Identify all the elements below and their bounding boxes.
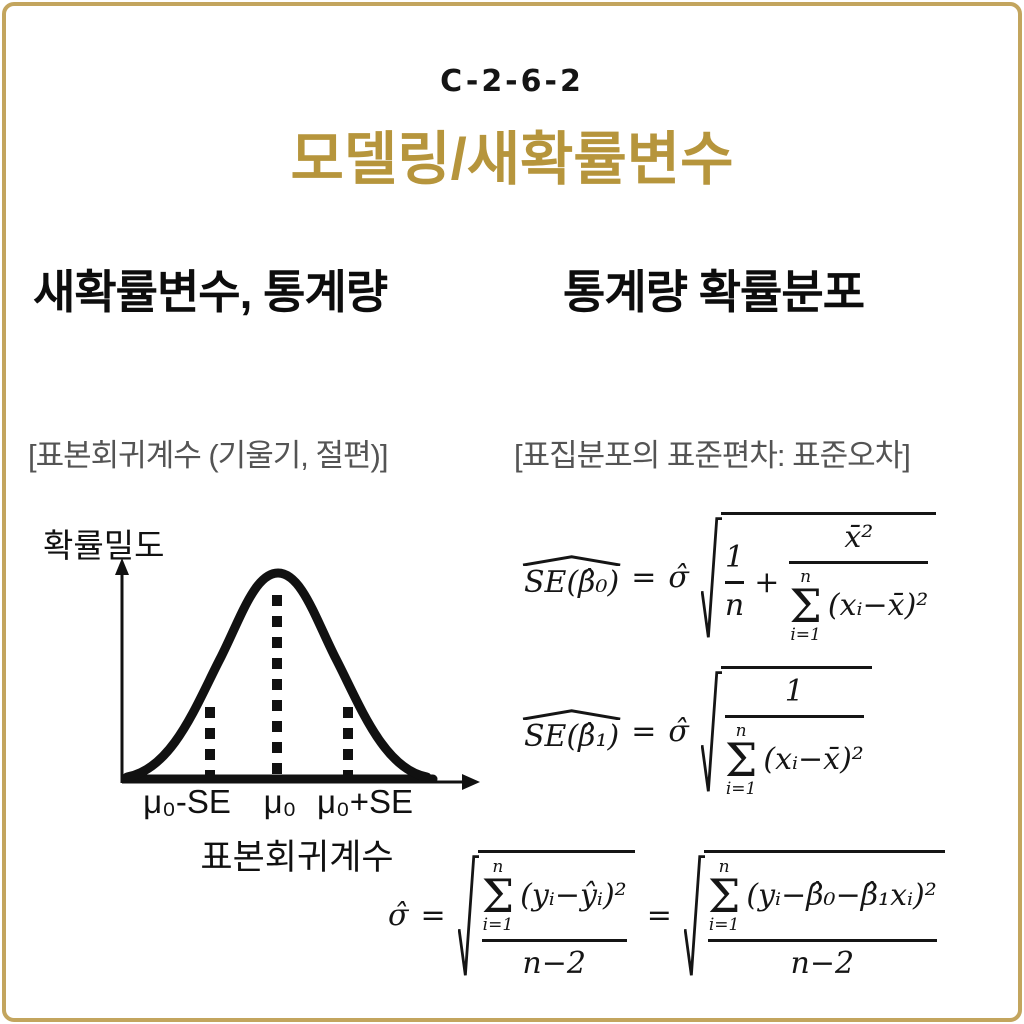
equals-sign: = — [631, 714, 657, 750]
fraction-one-over-n: 1 n — [724, 540, 745, 623]
bell-curve-plot — [115, 558, 480, 790]
equals-sign: = — [631, 560, 657, 596]
left-section-subtitle: [표본회귀계수 (기울기, 절편)] — [28, 438, 388, 473]
sum-argument: (yᵢ−β̂₀−β̂₁xᵢ)² — [746, 878, 937, 914]
radical-icon — [458, 850, 479, 982]
x-axis-arrow-icon — [462, 774, 480, 790]
right-section-subtitle: [표집분포의 표준편차: 표준오차] — [514, 438, 911, 473]
formula-sigma-hat: σ̂ = n Σ i=1 (yᵢ−ŷᵢ)² n−2 — [388, 850, 945, 982]
widehat-icon — [521, 709, 622, 720]
square-root: n Σ i=1 (yᵢ−β̂₀−β̂₁xᵢ)² n−2 — [684, 850, 945, 982]
summation: n Σ i=1 — [481, 857, 515, 936]
widehat-wrapper: SE(β̂₁) — [524, 709, 619, 754]
square-root: n Σ i=1 (yᵢ−ŷᵢ)² n−2 — [458, 850, 635, 982]
fraction-one-over-sum: 1 n Σ i=1 (xᵢ−x̄)² — [724, 674, 864, 799]
se-beta1-lhs: SE(β̂₁) — [524, 719, 620, 755]
sum-argument: (xᵢ−x̄)² — [827, 587, 929, 623]
square-root: 1 n Σ i=1 (xᵢ−x̄)² — [701, 666, 872, 798]
tick-mu-plus-se: μ₀+SE — [316, 783, 414, 820]
fraction-xbar-over-sum: x̄² n Σ i=1 (xᵢ−x̄)² — [789, 520, 929, 645]
right-section-heading: 통계량 확률분포 — [563, 266, 865, 318]
radical-icon — [701, 512, 722, 644]
equals-sign: = — [646, 898, 672, 934]
y-axis-label: 확률밀도 — [43, 527, 165, 564]
radical-icon — [701, 666, 722, 798]
formula-se-beta0: SE(β̂₀) = σ̂ 1 n + x̄² n — [524, 512, 937, 645]
widehat-icon — [521, 555, 622, 566]
sampling-distribution-diagram: 확률밀도 μ₀-SE μ₀ μ₀+SE 표본회귀계수 — [35, 515, 495, 905]
sigma-hat-symbol: σ̂ — [668, 560, 689, 596]
tick-mu: μ₀ — [263, 783, 297, 820]
slide-title: 모델링/새확률변수 — [290, 127, 734, 192]
summation: n Σ i=1 — [724, 720, 758, 799]
sigma-hat-symbol: σ̂ — [668, 714, 689, 750]
tick-mu-minus-se: μ₀-SE — [143, 783, 231, 820]
fraction-ssr-over-n2: n Σ i=1 (yᵢ−ŷᵢ)² n−2 — [481, 857, 627, 982]
widehat-wrapper: SE(β̂₀) — [524, 555, 619, 600]
left-section-heading: 새확률변수, 통계량 — [33, 266, 388, 318]
equals-sign: = — [420, 898, 446, 934]
y-axis-arrow-icon — [115, 558, 129, 575]
plus-sign: + — [754, 564, 780, 600]
fraction-ssr-expanded-over-n2: n Σ i=1 (yᵢ−β̂₀−β̂₁xᵢ)² n−2 — [707, 857, 937, 982]
x-axis-label: 표본회귀계수 — [200, 838, 394, 877]
sum-argument: (xᵢ−x̄)² — [763, 741, 864, 777]
sigma-hat-lhs: σ̂ — [388, 898, 409, 934]
bell-curve — [122, 568, 432, 782]
formula-se-beta1: SE(β̂₁) = σ̂ 1 n Σ i=1 (xᵢ−x̄)² — [524, 666, 872, 798]
se-beta0-lhs: SE(β̂₀) — [524, 565, 620, 601]
slide-code: C-2-6-2 — [440, 64, 584, 99]
summation: n Σ i=1 — [707, 857, 741, 936]
sum-argument: (yᵢ−ŷᵢ)² — [520, 878, 627, 914]
summation: n Σ i=1 — [789, 566, 822, 645]
square-root: 1 n + x̄² n Σ i=1 (xᵢ−x̄)² — [701, 512, 937, 645]
radical-icon — [684, 850, 705, 982]
